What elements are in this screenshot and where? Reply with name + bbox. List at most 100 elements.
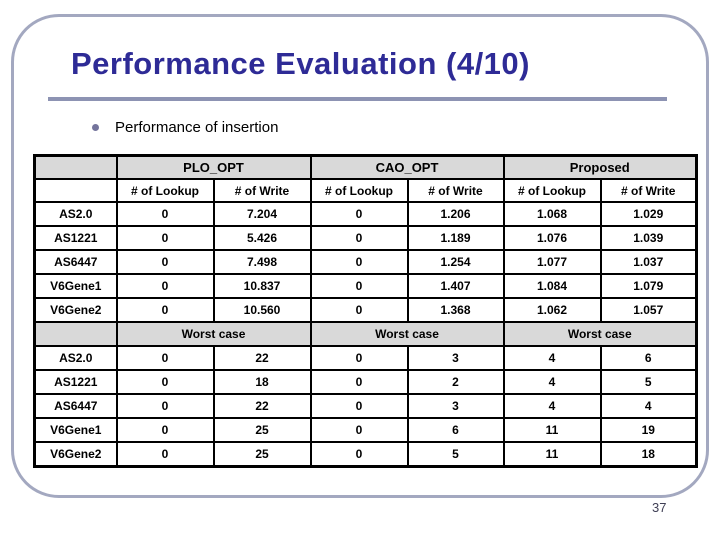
- data-cell: 0: [309, 369, 409, 395]
- data-cell: 0: [309, 249, 409, 275]
- data-cell: 18: [212, 369, 312, 395]
- performance-table: PLO_OPT CAO_OPT Proposed # of Lookup # o…: [33, 154, 698, 468]
- bullet-icon: [92, 124, 99, 131]
- data-cell: 0: [115, 273, 215, 299]
- data-cell: 2: [406, 369, 505, 395]
- data-cell: 0: [115, 345, 215, 371]
- data-cell: 0: [309, 441, 409, 468]
- data-cell: 0: [115, 417, 215, 443]
- worst-case-section: AS2.0 0 22 0 3 4 6 AS1221 0 18 0 2 4 5 AS6447 0 22 0 3 4 4 V6…: [33, 345, 698, 468]
- data-cell: 11: [502, 417, 602, 443]
- row-header: AS2.0: [33, 201, 118, 227]
- col-header-lookup: # of Lookup: [115, 178, 215, 203]
- data-cell: 19: [599, 417, 698, 443]
- data-cell: 7.498: [212, 249, 312, 275]
- bullet-item: Performance of insertion: [92, 119, 278, 136]
- row-header: AS1221: [33, 369, 118, 395]
- data-cell: 1.068: [502, 201, 602, 227]
- data-cell: 0: [309, 345, 409, 371]
- row-header: V6Gene1: [33, 417, 118, 443]
- data-cell: 10.560: [212, 297, 312, 323]
- data-cell: 1.084: [502, 273, 602, 299]
- col-header-lookup: # of Lookup: [502, 178, 602, 203]
- data-cell: 25: [212, 417, 312, 443]
- col-header-write: # of Write: [406, 178, 505, 203]
- data-cell: 5: [599, 369, 698, 395]
- data-cell: 0: [115, 201, 215, 227]
- sub-header-row: # of Lookup # of Write # of Lookup # of …: [33, 178, 698, 203]
- data-cell: 1.206: [406, 201, 505, 227]
- data-cell: 1.062: [502, 297, 602, 323]
- row-header: V6Gene2: [33, 441, 118, 468]
- data-cell: 25: [212, 441, 312, 468]
- data-cell: 6: [599, 345, 698, 371]
- group-header-cao-opt: CAO_OPT: [309, 154, 505, 180]
- empty-cell: [33, 178, 118, 203]
- corner-cell: [33, 154, 118, 180]
- table-row: V6Gene1 0 25 0 6 11 19: [33, 417, 698, 443]
- table-row: AS1221 0 18 0 2 4 5: [33, 369, 698, 395]
- title-underline: [48, 97, 667, 101]
- data-cell: 1.076: [502, 225, 602, 251]
- data-cell: 1.407: [406, 273, 505, 299]
- data-cell: 7.204: [212, 201, 312, 227]
- data-cell: 0: [309, 225, 409, 251]
- table-row: AS6447 0 22 0 3 4 4: [33, 393, 698, 419]
- data-cell: 0: [115, 297, 215, 323]
- table-row: AS1221 0 5.426 0 1.189 1.076 1.039: [33, 225, 698, 251]
- row-header: AS1221: [33, 225, 118, 251]
- row-header: V6Gene2: [33, 297, 118, 323]
- data-cell: 4: [502, 369, 602, 395]
- data-cell: 0: [115, 249, 215, 275]
- table-row: AS6447 0 7.498 0 1.254 1.077 1.037: [33, 249, 698, 275]
- slide-border-frame: [11, 14, 709, 498]
- group-header-plo-opt: PLO_OPT: [115, 154, 312, 180]
- data-cell: 0: [309, 201, 409, 227]
- data-cell: 5.426: [212, 225, 312, 251]
- data-cell: 1.189: [406, 225, 505, 251]
- data-cell: 10.837: [212, 273, 312, 299]
- slide-title: Performance Evaluation (4/10): [71, 46, 530, 81]
- table-row: V6Gene2 0 25 0 5 11 18: [33, 441, 698, 468]
- row-header: AS6447: [33, 393, 118, 419]
- table-row: AS2.0 0 22 0 3 4 6: [33, 345, 698, 371]
- data-cell: 1.077: [502, 249, 602, 275]
- data-cell: 5: [406, 441, 505, 468]
- group-header-row: PLO_OPT CAO_OPT Proposed: [33, 154, 698, 180]
- data-cell: 0: [309, 417, 409, 443]
- col-header-write: # of Write: [599, 178, 698, 203]
- data-cell: 18: [599, 441, 698, 468]
- data-cell: 11: [502, 441, 602, 468]
- data-cell: 0: [115, 441, 215, 468]
- col-header-lookup: # of Lookup: [309, 178, 409, 203]
- group-header-proposed: Proposed: [502, 154, 698, 180]
- data-cell: 0: [115, 393, 215, 419]
- data-cell: 0: [309, 297, 409, 323]
- col-header-write: # of Write: [212, 178, 312, 203]
- table-row: V6Gene2 0 10.560 0 1.368 1.062 1.057: [33, 297, 698, 323]
- data-cell: 3: [406, 345, 505, 371]
- table-row: V6Gene1 0 10.837 0 1.407 1.084 1.079: [33, 273, 698, 299]
- data-cell: 0: [309, 393, 409, 419]
- data-cell: 1.029: [599, 201, 698, 227]
- data-cell: 3: [406, 393, 505, 419]
- table-row: AS2.0 0 7.204 0 1.206 1.068 1.029: [33, 201, 698, 227]
- data-cell: 0: [115, 225, 215, 251]
- page-number: 37: [652, 500, 667, 515]
- data-cell: 0: [115, 369, 215, 395]
- empty-cell: [33, 321, 118, 347]
- row-header: V6Gene1: [33, 273, 118, 299]
- worst-case-header-row: Worst case Worst case Worst case: [33, 321, 698, 347]
- bullet-text: Performance of insertion: [115, 119, 279, 136]
- data-cell: 22: [212, 345, 312, 371]
- worst-case-label: Worst case: [115, 321, 312, 347]
- row-header: AS2.0: [33, 345, 118, 371]
- data-cell: 4: [502, 345, 602, 371]
- data-cell: 1.079: [599, 273, 698, 299]
- average-section: AS2.0 0 7.204 0 1.206 1.068 1.029 AS1221 0 5.426 0…: [33, 201, 698, 323]
- data-cell: 1.057: [599, 297, 698, 323]
- row-header: AS6447: [33, 249, 118, 275]
- data-cell: 1.254: [406, 249, 505, 275]
- data-cell: 22: [212, 393, 312, 419]
